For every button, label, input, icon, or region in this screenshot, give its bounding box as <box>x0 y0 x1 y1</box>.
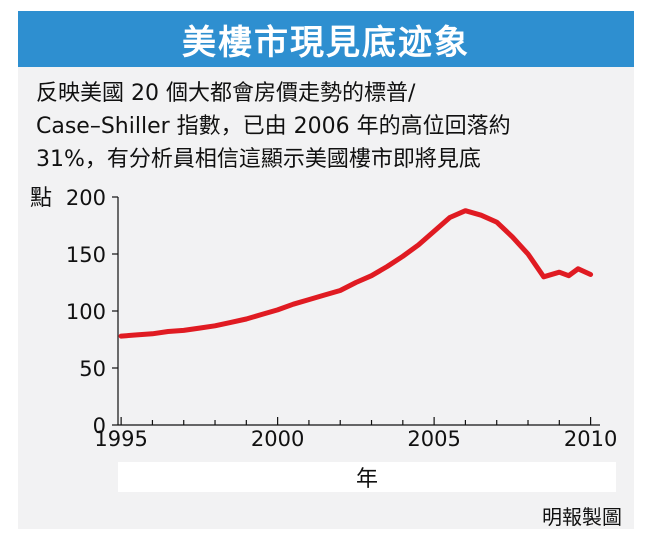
x-axis-label: 年 <box>355 467 378 492</box>
caption-line-2: Case–Shiller 指數，已由 2006 年的高位回落約 <box>36 114 511 139</box>
y-tick-label: 100 <box>66 300 106 324</box>
caption-line-1: 反映美國 20 個大都會房價走勢的標普/ <box>36 81 416 106</box>
axis-layer: 0 50 100 150 200 1995 2000 2005 2010 <box>66 186 617 451</box>
page-title: 美樓市現見底迹象 <box>182 22 470 63</box>
y-tick-label: 200 <box>66 186 106 210</box>
series-layer <box>118 208 594 339</box>
series-line <box>118 208 594 339</box>
x-axis-label-band: 年 <box>118 462 616 492</box>
title-bar: 美樓市現見底迹象 <box>18 11 634 67</box>
y-tick-label: 50 <box>79 357 106 381</box>
y-tick-label: 150 <box>66 243 106 267</box>
x-tick-label: 2010 <box>564 427 617 451</box>
y-axis-label: 點 <box>30 186 52 211</box>
x-tick-label: 2005 <box>407 427 460 451</box>
y-tick-label: 0 <box>93 414 106 438</box>
infographic-frame: 美樓市現見底迹象 反映美國 20 個大都會房價走勢的標普/ Case–Shill… <box>18 11 634 529</box>
caption-line-3: 31%，有分析員相信這顯示美國樓市即將見底 <box>36 147 481 172</box>
x-tick-label: 1995 <box>94 427 147 451</box>
source-credit: 明報製圖 <box>542 505 622 529</box>
caption: 反映美國 20 個大都會房價走勢的標普/ Case–Shiller 指數，已由 … <box>36 77 626 176</box>
x-tick-label: 2000 <box>251 427 304 451</box>
